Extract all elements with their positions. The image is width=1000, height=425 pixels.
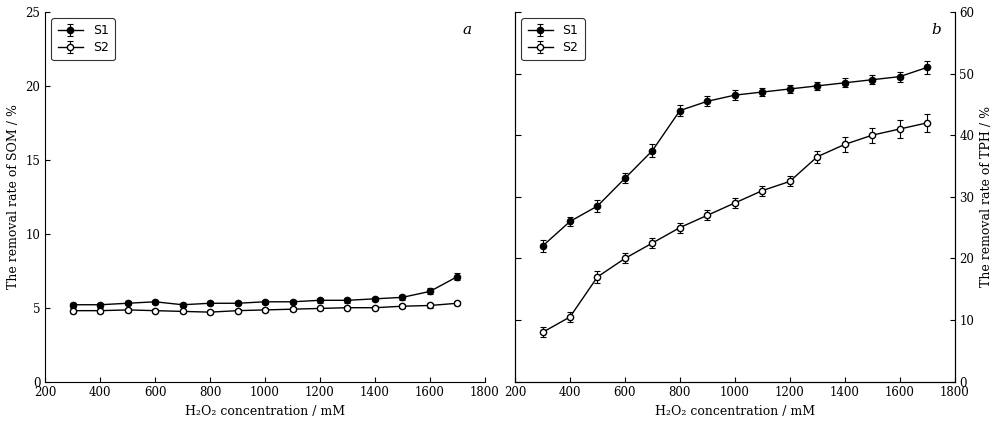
- Text: b: b: [932, 23, 941, 37]
- Y-axis label: The removal rate of TPH / %: The removal rate of TPH / %: [980, 106, 993, 287]
- X-axis label: H₂O₂ concentration / mM: H₂O₂ concentration / mM: [185, 405, 345, 418]
- Y-axis label: The removal rate of SOM / %: The removal rate of SOM / %: [7, 104, 20, 289]
- X-axis label: H₂O₂ concentration / mM: H₂O₂ concentration / mM: [655, 405, 815, 418]
- Legend: S1, S2: S1, S2: [51, 18, 115, 60]
- Text: a: a: [463, 23, 472, 37]
- Legend: S1, S2: S1, S2: [521, 18, 585, 60]
